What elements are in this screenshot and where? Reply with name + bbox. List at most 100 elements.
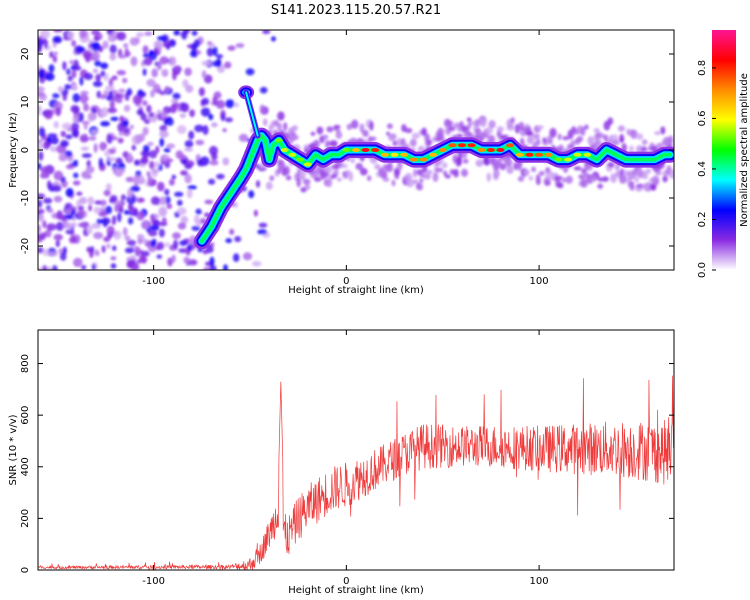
noise-cell xyxy=(38,86,45,93)
noise-cell xyxy=(81,265,87,270)
noise-cell xyxy=(155,145,160,154)
noise-cell xyxy=(164,188,170,196)
noise-cell xyxy=(142,220,150,229)
noise-cell xyxy=(38,105,42,113)
noise-cell xyxy=(88,135,97,141)
snr-series-line xyxy=(38,375,674,570)
noise-cell xyxy=(200,107,211,117)
noise-cell xyxy=(466,117,472,122)
noise-cell xyxy=(177,207,187,215)
noise-cell xyxy=(587,136,595,146)
noise-cell xyxy=(52,35,63,44)
noise-cell xyxy=(248,190,255,199)
noise-cell xyxy=(168,179,175,186)
noise-cell xyxy=(187,243,192,252)
noise-cell xyxy=(81,153,92,158)
noise-cell xyxy=(271,36,276,42)
noise-cell xyxy=(127,152,133,162)
noise-cell xyxy=(257,229,268,235)
y-tick-label: 0 xyxy=(20,147,31,153)
noise-cell xyxy=(159,130,169,138)
noise-cell xyxy=(164,242,170,248)
noise-cell xyxy=(134,246,141,256)
noise-cell xyxy=(143,144,150,152)
noise-cell xyxy=(53,121,59,129)
noise-cell xyxy=(129,37,139,46)
noise-cell xyxy=(91,30,100,36)
noise-cell xyxy=(283,122,288,131)
noise-cell xyxy=(38,92,46,97)
noise-cell xyxy=(103,236,111,242)
ridge-peak-spot xyxy=(371,148,380,152)
noise-cell xyxy=(441,162,448,169)
noise-cell xyxy=(160,110,166,120)
noise-cell xyxy=(69,236,77,244)
noise-cell xyxy=(38,199,43,208)
noise-cell xyxy=(158,206,168,217)
noise-cell xyxy=(325,140,330,149)
noise-cell xyxy=(142,45,149,54)
noise-cell xyxy=(149,225,160,231)
noise-cell xyxy=(251,260,262,267)
noise-cell xyxy=(123,104,131,112)
noise-cell xyxy=(203,74,213,84)
noise-cell xyxy=(108,90,113,101)
noise-cell xyxy=(191,42,198,52)
noise-cell xyxy=(83,72,93,81)
noise-cell xyxy=(190,50,198,58)
noise-cell xyxy=(189,109,196,118)
noise-cell xyxy=(99,94,107,100)
ridge-peak-spot xyxy=(352,148,360,152)
ridge-peak-spot xyxy=(400,152,409,157)
noise-cell xyxy=(161,69,169,77)
noise-cell xyxy=(115,97,123,104)
noise-cell xyxy=(462,158,469,164)
y-tick-label: -10 xyxy=(20,190,31,206)
noise-cell xyxy=(38,213,45,223)
noise-cell xyxy=(100,199,107,207)
noise-cell xyxy=(86,160,91,168)
noise-cell xyxy=(173,30,180,36)
noise-cell xyxy=(38,162,42,170)
noise-cell xyxy=(132,94,143,105)
noise-cell xyxy=(105,243,111,249)
noise-cell xyxy=(417,183,424,191)
noise-cell xyxy=(386,163,394,173)
noise-cell xyxy=(80,146,90,151)
noise-cell xyxy=(122,77,128,84)
noise-cell xyxy=(172,70,177,81)
noise-cell xyxy=(46,223,57,231)
noise-cell xyxy=(224,61,232,69)
noise-cell xyxy=(146,104,152,113)
noise-cell xyxy=(164,86,171,93)
noise-cell xyxy=(209,265,217,270)
noise-cell xyxy=(139,238,148,244)
noise-cell xyxy=(212,46,218,56)
noise-cell xyxy=(507,167,514,175)
noise-cell xyxy=(558,144,564,153)
noise-cell xyxy=(554,175,563,180)
noise-cell xyxy=(105,85,115,91)
noise-cell xyxy=(499,163,507,171)
noise-cell xyxy=(654,178,659,186)
noise-cell xyxy=(175,150,184,159)
ridge-peak-spot xyxy=(573,152,582,157)
noise-cell xyxy=(120,194,126,201)
noise-cell xyxy=(38,139,43,144)
noise-cell xyxy=(645,168,651,174)
noise-cell xyxy=(538,170,545,176)
noise-cell xyxy=(212,96,218,106)
spectrogram-y-axis-label: Frequency (Hz) xyxy=(8,112,19,188)
noise-cell xyxy=(77,222,88,228)
noise-cell xyxy=(517,175,525,182)
colorbar-ticks: 0.0 0.2 0.4 0.6 0.8 xyxy=(697,60,716,278)
noise-cell xyxy=(163,147,171,153)
ridge-peak-spot xyxy=(535,152,544,157)
noise-cell xyxy=(109,52,117,61)
noise-cell xyxy=(62,246,67,255)
noise-cell xyxy=(619,133,625,143)
noise-cell xyxy=(392,140,398,147)
ridge-connector xyxy=(245,91,259,137)
noise-cell xyxy=(109,44,117,54)
noise-cell xyxy=(350,157,356,164)
